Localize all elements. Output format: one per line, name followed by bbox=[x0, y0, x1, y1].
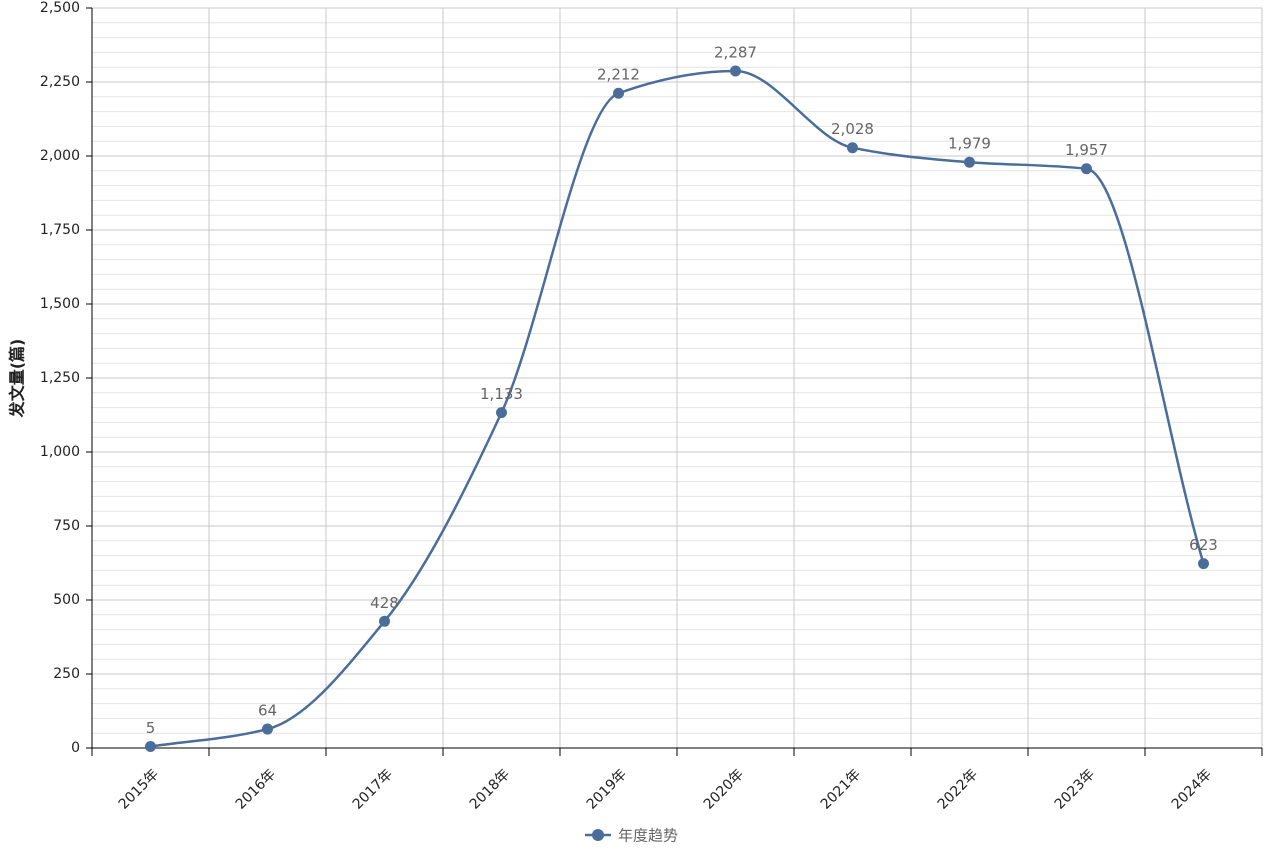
x-tick-label: 2015年 bbox=[116, 766, 162, 812]
x-tick-label: 2017年 bbox=[350, 766, 396, 812]
data-point bbox=[379, 615, 390, 627]
legend-label: 年度趋势 bbox=[618, 827, 678, 845]
x-tick-label: 2023年 bbox=[1052, 766, 1098, 812]
y-tick-label: 1,250 bbox=[40, 370, 80, 386]
y-tick-label: 2,500 bbox=[40, 0, 80, 16]
data-point bbox=[730, 65, 741, 77]
y-tick-label: 1,500 bbox=[40, 296, 80, 312]
data-point bbox=[496, 407, 507, 419]
y-axis-label: 发文量(篇) bbox=[8, 339, 27, 419]
data-point bbox=[847, 142, 858, 154]
y-tick-label: 2,000 bbox=[40, 148, 80, 164]
data-label: 2,287 bbox=[714, 44, 757, 62]
data-label: 623 bbox=[1189, 536, 1218, 554]
x-tick-label: 2016年 bbox=[233, 766, 279, 812]
data-point bbox=[262, 723, 273, 735]
y-tick-label: 250 bbox=[53, 666, 80, 682]
x-tick-label: 2024年 bbox=[1169, 766, 1215, 812]
data-point bbox=[1198, 558, 1209, 570]
y-tick-label: 2,250 bbox=[40, 74, 80, 90]
data-label: 64 bbox=[258, 702, 277, 720]
y-tick-label: 750 bbox=[53, 518, 80, 534]
data-label: 2,212 bbox=[597, 66, 640, 84]
y-tick-label: 500 bbox=[53, 592, 80, 608]
data-label: 2,028 bbox=[831, 120, 874, 138]
x-tick-label: 2018年 bbox=[467, 766, 513, 812]
x-tick-label: 2022年 bbox=[935, 766, 981, 812]
data-point bbox=[1081, 163, 1092, 175]
x-tick-label: 2021年 bbox=[818, 766, 864, 812]
data-label: 428 bbox=[370, 594, 399, 612]
y-tick-label: 1,000 bbox=[40, 444, 80, 460]
y-tick-label: 1,750 bbox=[40, 222, 80, 238]
data-label: 1,133 bbox=[480, 385, 523, 403]
data-label: 5 bbox=[146, 719, 156, 737]
x-tick-label: 2020年 bbox=[701, 766, 747, 812]
data-point bbox=[145, 741, 156, 753]
data-point bbox=[613, 87, 624, 99]
legend-marker bbox=[592, 829, 604, 841]
x-tick-label: 2019年 bbox=[584, 766, 630, 812]
data-label: 1,957 bbox=[1065, 141, 1108, 159]
y-tick-label: 0 bbox=[71, 740, 80, 756]
data-point bbox=[964, 156, 975, 168]
data-label: 1,979 bbox=[948, 135, 991, 153]
